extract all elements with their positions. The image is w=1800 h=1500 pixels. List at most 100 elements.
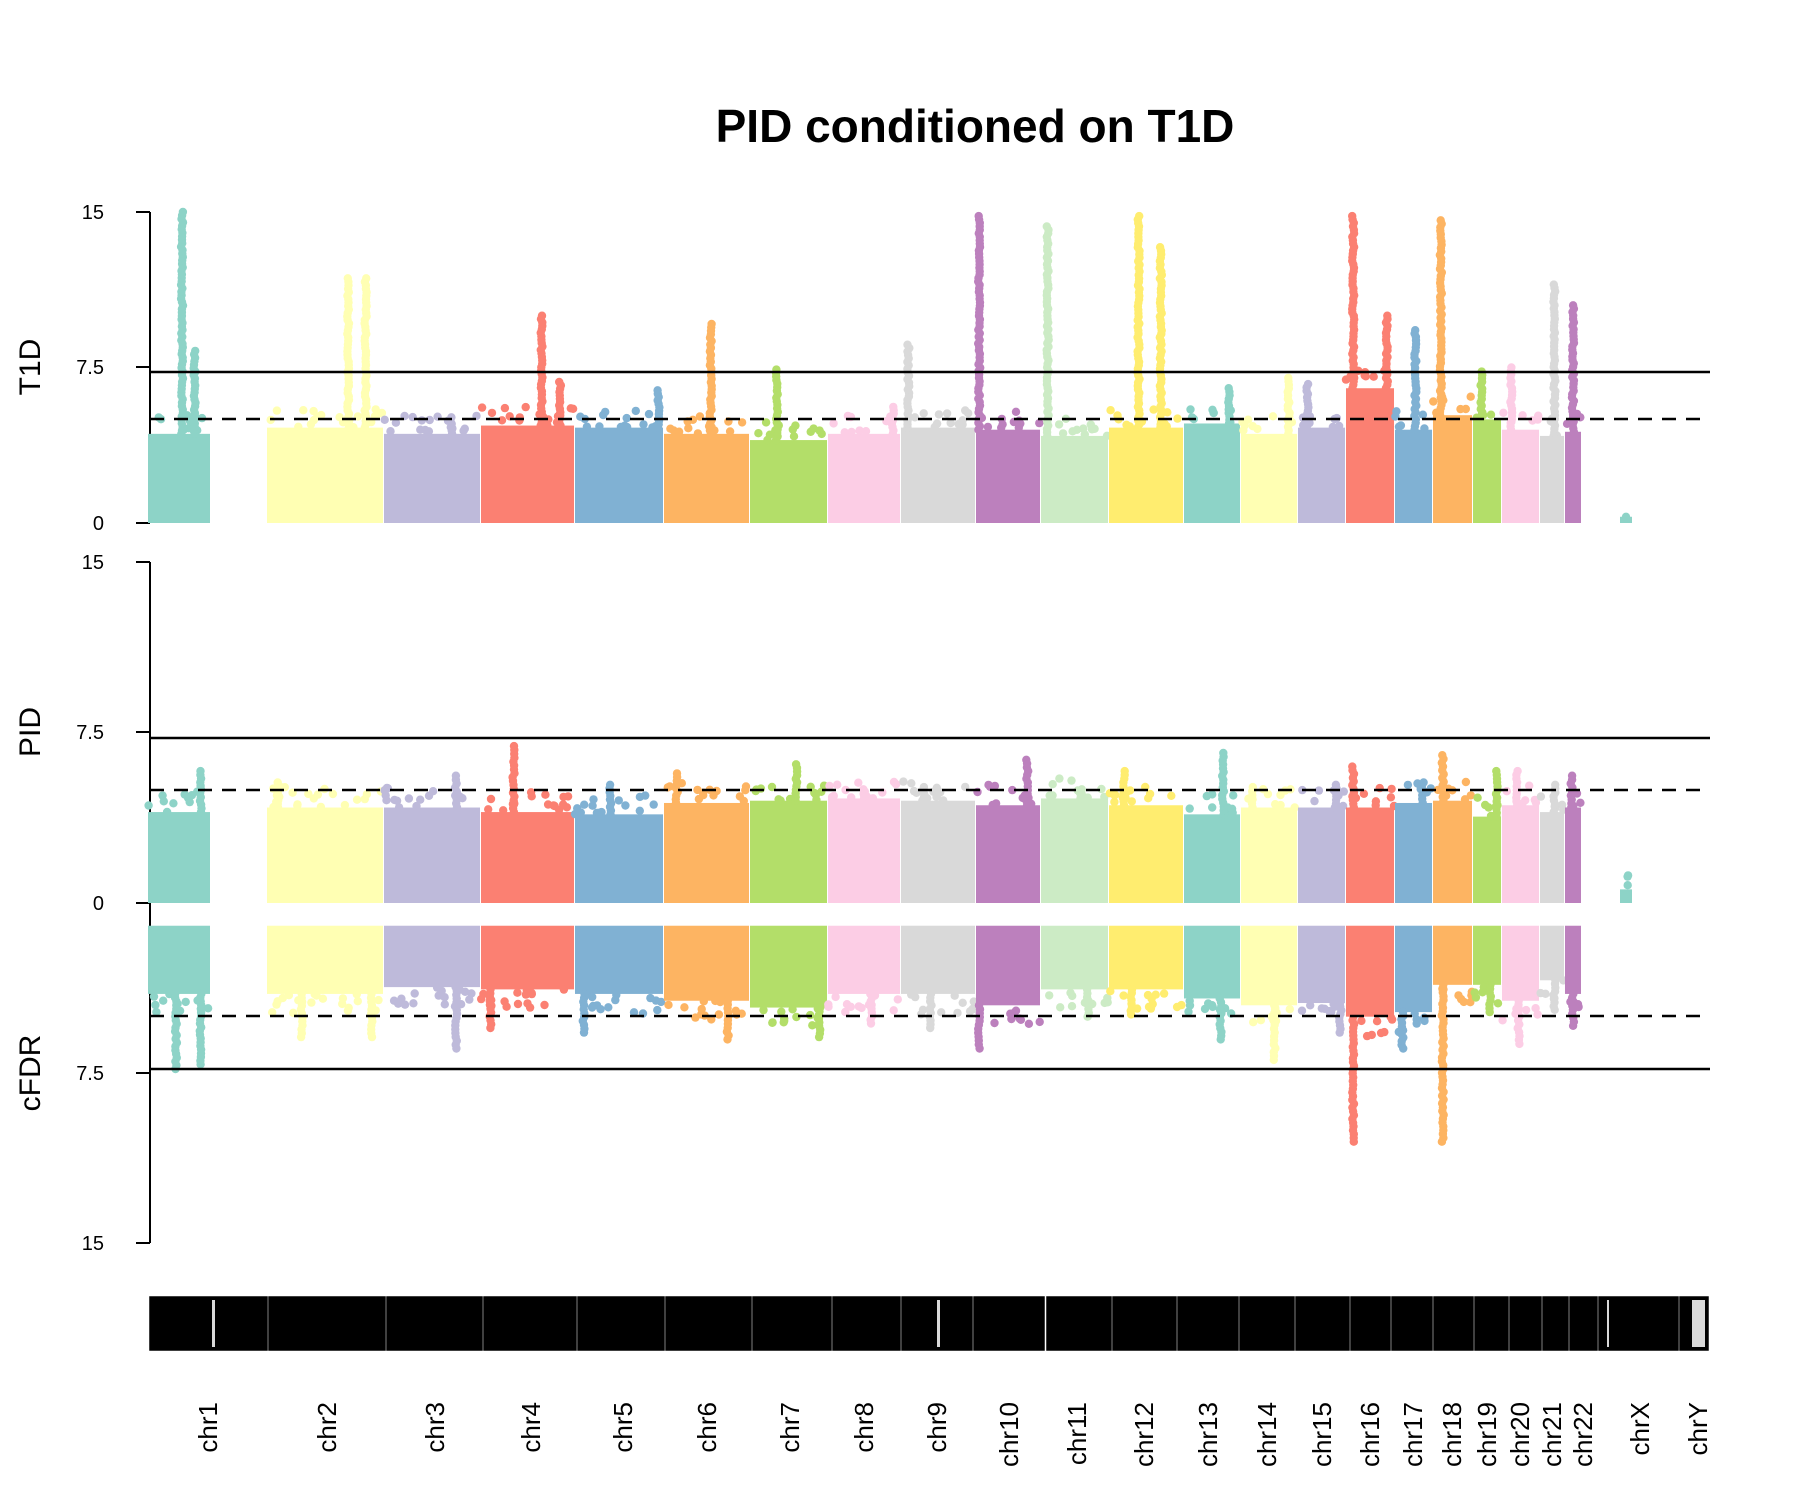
cfdr-point-chr4 [513, 999, 523, 1009]
cfdr-point-chr4 [523, 999, 532, 1008]
pid-peak-point-chr6 [672, 769, 682, 778]
cfdr-peak-point-chr2 [296, 1032, 306, 1042]
pid-point-chr15 [1339, 787, 1349, 796]
ideogram-chr15 [1295, 1296, 1350, 1351]
pid-point-chr6 [665, 782, 674, 791]
t1d-point-chr2 [309, 406, 318, 416]
cfdr-point-chr7 [808, 1021, 817, 1030]
t1d-point-chr10 [1035, 418, 1044, 428]
cfdr-point-chr16 [1387, 1015, 1397, 1024]
pid-peak-point-chr18 [1438, 751, 1447, 760]
pid-point-chr11 [1067, 776, 1076, 785]
pid-band-chr8 [828, 798, 900, 903]
pid-band-chrX [1620, 889, 1632, 903]
t1d-point-chr5 [631, 406, 640, 416]
cfdr-point-chr3 [440, 1000, 449, 1009]
t1d-point-chr9 [934, 410, 944, 419]
pid-point-chr2 [313, 790, 323, 799]
t1d-peak-point-chr12 [1155, 243, 1165, 252]
ideogram-chr14 [1239, 1296, 1295, 1351]
cfdr-peak-point-chr18 [1437, 1137, 1447, 1146]
pid-peak-point-chr16 [1348, 762, 1357, 771]
cfdr-band-chr18 [1433, 925, 1472, 985]
cfdr-point-chr4 [479, 989, 488, 999]
cfdr-point-chr15 [1297, 1006, 1307, 1015]
t1d-band-chr7 [750, 440, 827, 523]
t1d-point-chr9 [954, 419, 963, 429]
cfdr-point-chr2 [338, 999, 347, 1009]
t1d-point-chr20 [1534, 411, 1543, 420]
t1d-band-chr12 [1109, 427, 1183, 523]
cfdr-point-chr11 [1045, 991, 1054, 1000]
pid-point-chr13 [1228, 808, 1237, 817]
cfdr-point-chr1 [149, 992, 159, 1001]
t1d-peak-point-chr4 [537, 311, 547, 320]
cfdr-point-chr12 [1172, 1002, 1182, 1012]
cfdr-point-chr2 [374, 995, 383, 1005]
cfdr-point-chr10 [1035, 1017, 1044, 1027]
pid-point-chr8 [847, 793, 856, 802]
cfdr-band-chr16 [1346, 925, 1394, 1017]
t1d-point-chr18 [1456, 404, 1465, 414]
pid-point-chr10 [990, 781, 1000, 791]
ideogram-chr19 [1474, 1296, 1509, 1351]
t1d-point-chr2 [317, 410, 326, 420]
t1d-point-chr5 [639, 420, 648, 429]
t1d-band-chr11 [1041, 435, 1108, 523]
t1d-point-chr17 [1391, 412, 1400, 421]
pid-point-chr17 [1403, 780, 1413, 790]
t1d-peak-point-chr5 [653, 386, 662, 395]
cfdr-point-chr5 [604, 1003, 613, 1012]
pid-peak-point-chr21 [1551, 780, 1560, 789]
t1d-band-chr2 [267, 427, 383, 523]
pid-point-chr2 [340, 800, 350, 810]
pid-point-chr2 [328, 789, 338, 799]
chromosome-label-chr3: chr3 [420, 1402, 450, 1453]
pid-peak-point-chr3 [451, 771, 461, 780]
t1d-point-chr3 [380, 415, 389, 424]
cfdr-point-chr21 [1536, 988, 1545, 998]
pid-band-chr5 [575, 814, 663, 903]
chromosome-label-chr18: chr18 [1437, 1402, 1467, 1467]
cfdr-point-chr7 [768, 1018, 777, 1027]
cfdr-band-chr7 [750, 925, 827, 1008]
t1d-point-chr5 [601, 407, 610, 417]
pid-peak-point-chr15 [1331, 780, 1341, 789]
cfdr-point-chr4 [500, 997, 509, 1006]
t1d-tick-label-15: 15 [82, 202, 104, 224]
t1d-point-chr12 [1106, 406, 1115, 415]
t1d-point-chr8 [840, 428, 849, 437]
cfdr-band-chr20 [1502, 925, 1539, 1001]
t1d-peak-point-chr8 [889, 402, 898, 412]
t1d-peak-point-chr12 [1135, 211, 1144, 221]
pid-point-chr3 [394, 803, 404, 812]
t1d-band-chr20 [1502, 429, 1539, 523]
pid-band-chr22 [1565, 807, 1581, 903]
cfdr-point-chr3 [432, 983, 442, 992]
cfdr-band-chr9 [901, 925, 975, 994]
pid-band-chr9 [901, 800, 975, 903]
t1d-point-chr10 [998, 420, 1007, 429]
cfdr-point-chr15 [1317, 1004, 1327, 1013]
cfdr-point-chr4 [513, 988, 522, 997]
cfdr-point-chr8 [889, 1006, 898, 1015]
t1d-point-chr12 [1173, 414, 1182, 423]
t1d-point-chr12 [1122, 420, 1131, 429]
cfdr-point-chr5 [588, 992, 597, 1002]
chromosome-label-chr17: chr17 [1398, 1402, 1428, 1467]
t1d-point-chr19 [1486, 410, 1496, 419]
chromosome-label-chr12: chr12 [1129, 1402, 1159, 1467]
cfdr-point-chr1 [152, 1007, 161, 1017]
t1d-point-chr10 [1011, 407, 1021, 416]
chromosome-label-chr22: chr22 [1568, 1402, 1598, 1467]
cfdr-peak-point-chr22 [1568, 1021, 1578, 1030]
ideogram-chr22 [1569, 1296, 1598, 1351]
cfdr-point-chr3 [465, 995, 474, 1004]
cfdr-point-chr18 [1456, 994, 1466, 1004]
t1d-point-chr7 [791, 421, 800, 430]
pid-point-chr11 [1048, 780, 1057, 789]
t1d-point-chr6 [666, 424, 675, 433]
ideogram-chr16 [1350, 1296, 1391, 1351]
pid-point-chr16 [1359, 789, 1369, 798]
